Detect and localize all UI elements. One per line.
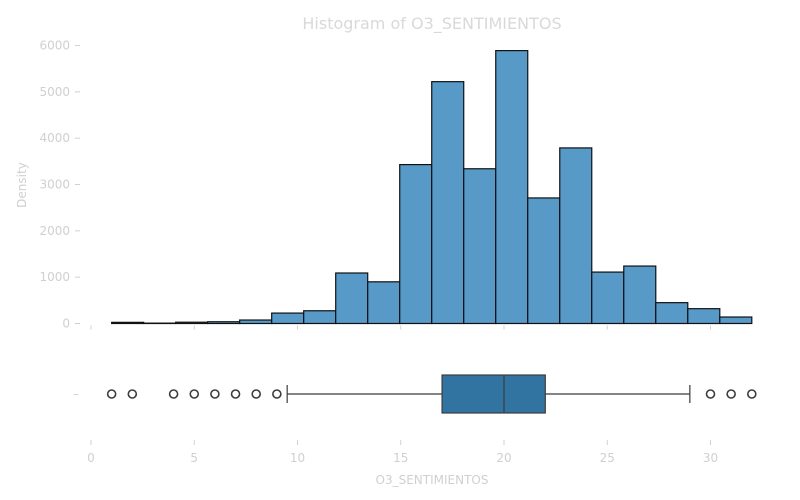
histogram-bar (111, 321, 145, 325)
x-tick-label: 20 (496, 451, 511, 465)
histogram-bar (655, 302, 689, 325)
histogram-bar (719, 316, 753, 325)
histogram-bar (239, 319, 273, 325)
boxplot-panel: – 0 5 10 15 20 25 30 (73, 374, 757, 465)
histogram-bar (207, 321, 241, 325)
outlier-point (705, 389, 716, 399)
outlier-point (746, 389, 757, 399)
outlier-point (106, 389, 117, 399)
y-axis-label: Density (15, 162, 29, 208)
y-tick-label: 1000 (39, 270, 70, 284)
outlier-point (251, 389, 262, 399)
y-tick-label: 0 (62, 317, 70, 331)
y-tick-label: 3000 (39, 178, 70, 192)
histogram-bar (527, 197, 561, 325)
box-y-tick-label: – (73, 387, 79, 401)
histogram-bar (271, 312, 305, 325)
outlier-point (230, 389, 241, 399)
outlier-point (726, 389, 736, 399)
chart-title: Histogram of O3_SENTIMIENTOS (302, 14, 561, 34)
y-tick-label: 4000 (39, 131, 70, 145)
x-tick-label: 15 (393, 451, 408, 465)
histogram-bar (559, 147, 593, 325)
histogram-bar (399, 163, 433, 325)
histogram-bar (367, 281, 401, 325)
histogram-bar (687, 308, 721, 325)
x-tick-label: 30 (703, 451, 718, 465)
x-tick-label: 5 (190, 451, 198, 465)
x-tick-label: 0 (87, 451, 95, 465)
histogram-bar (463, 168, 497, 325)
y-tick-label: 6000 (39, 39, 70, 53)
outlier-point (127, 389, 138, 399)
histogram-bar (303, 310, 337, 325)
histogram-bar (623, 265, 657, 325)
iqr-box (441, 374, 546, 414)
histogram-bar (431, 81, 465, 325)
outlier-point (272, 389, 282, 399)
outlier-point (168, 389, 179, 399)
x-tick-label: 10 (290, 451, 305, 465)
y-tick-label: 2000 (39, 224, 70, 238)
y-tick-label: 5000 (39, 85, 70, 99)
outlier-point (189, 389, 200, 399)
histogram-bar (495, 50, 529, 325)
x-axis-label: O3_SENTIMIENTOS (376, 473, 489, 487)
histogram-bar (335, 272, 369, 325)
histogram-panel: 0 1000 2000 3000 4000 5000 6000 (39, 39, 753, 331)
histogram-bar (175, 321, 209, 325)
x-tick-label: 25 (600, 451, 615, 465)
histogram-bar (591, 271, 625, 325)
outlier-point (210, 389, 220, 399)
